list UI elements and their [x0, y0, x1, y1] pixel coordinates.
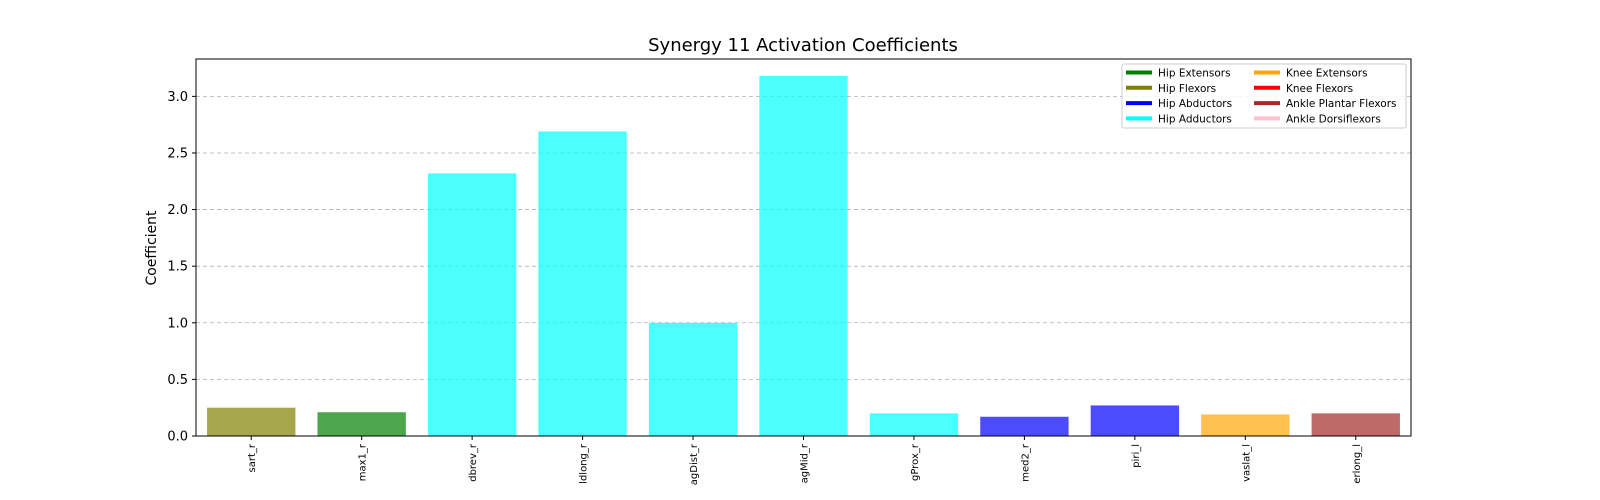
legend-entry-label: Ankle Plantar Flexors: [1286, 98, 1397, 110]
bar-max1_r: [317, 412, 406, 436]
x-tick-label: vaslat_l: [1241, 444, 1252, 482]
y-tick-label: 2.5: [167, 146, 188, 161]
y-tick-label: 0.0: [167, 430, 188, 445]
bar-dbrev_r: [427, 173, 517, 437]
legend-entry-label: Knee Flexors: [1286, 83, 1353, 95]
chart-title: Synergy 11 Activation Coefficients: [648, 35, 958, 56]
x-tick-label: sart_r: [247, 443, 258, 472]
legend-entry-label: Hip Abductors: [1158, 98, 1232, 110]
legend-entry-label: Ankle Dorsiflexors: [1286, 113, 1381, 125]
y-axis-label: Coefficient: [144, 210, 160, 286]
legend-entry-label: Hip Extensors: [1158, 68, 1231, 80]
x-tick-label: ldlong_r: [579, 443, 590, 484]
x-tick-label: agMid_r: [800, 443, 811, 483]
bars: [207, 75, 1400, 437]
bar-gProx_r: [869, 413, 959, 436]
bar-piri_l: [1090, 405, 1180, 436]
x-tick-label: dbrev_r: [468, 443, 479, 482]
x-axis-ticks: sart_r max1_r dbrev_r ldlong_r agDist_r agMid…: [247, 436, 1363, 485]
legend-box: [1121, 63, 1407, 129]
y-tick-label: 2.0: [167, 203, 188, 218]
bar-med2_r: [980, 416, 1069, 436]
legend-entry-label: Hip Adductors: [1158, 113, 1232, 125]
bar-erlong_l: [1311, 413, 1400, 436]
legend: Hip Extensors Hip Flexors Hip Abductors Hip…: [1121, 63, 1407, 129]
x-tick-label: med2_r: [1020, 443, 1031, 482]
bar-agDist_r: [648, 322, 738, 436]
x-tick-label: agDist_r: [689, 443, 700, 485]
x-tick-label: piri_l: [1131, 444, 1142, 468]
legend-entry-label: Knee Extensors: [1286, 68, 1368, 80]
x-tick-label: erlong_l: [1352, 444, 1363, 484]
y-tick-label: 1.0: [167, 316, 188, 331]
y-tick-label: 1.5: [167, 260, 188, 275]
y-axis-ticks: 0.0 0.5 1.0 1.5 2.0 2.5 3.0: [167, 90, 196, 445]
bar-ldlong_r: [538, 131, 627, 436]
x-tick-label: max1_r: [358, 443, 369, 481]
y-tick-label: 3.0: [167, 90, 188, 105]
y-tick-label: 0.5: [167, 373, 188, 388]
bar-agMid_r: [759, 75, 848, 436]
x-tick-label: gProx_r: [910, 443, 921, 481]
bar-sart_r: [207, 407, 296, 436]
legend-entry-label: Hip Flexors: [1158, 83, 1216, 95]
bar-vaslat_l: [1201, 414, 1290, 436]
